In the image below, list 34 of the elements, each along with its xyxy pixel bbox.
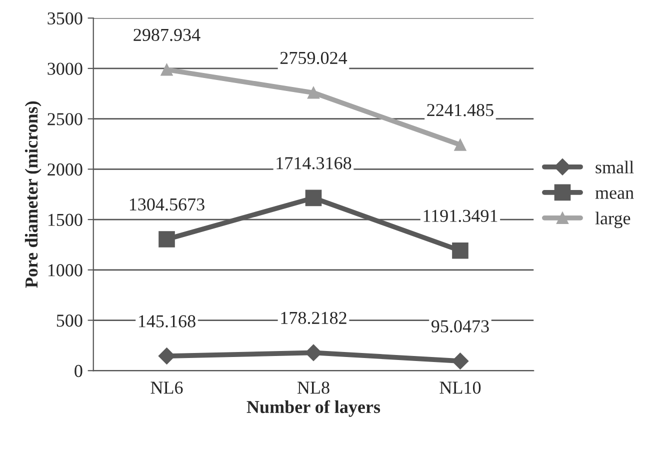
x-tick-label: NL6 — [150, 382, 183, 394]
x-tick-label: NL10 — [440, 382, 481, 394]
point — [305, 344, 322, 362]
y-tick-label: 500 — [56, 314, 82, 327]
data-label: 95.0473 — [431, 320, 489, 332]
y-tick-label: 0 — [74, 364, 82, 378]
y-tick-label: 1500 — [48, 214, 82, 226]
y-tick-label: 1000 — [48, 264, 82, 276]
point — [160, 64, 173, 76]
legend-label: large — [595, 212, 630, 228]
legend-label: mean — [595, 190, 634, 199]
data-label: 2241.485 — [427, 104, 494, 116]
point — [452, 242, 468, 259]
y-tick-label: 3000 — [48, 62, 82, 75]
y-tick-label: 2000 — [48, 163, 82, 176]
data-label: 1714.3168 — [276, 157, 352, 170]
point — [158, 348, 176, 364]
x-tick-label: NL8 — [297, 382, 330, 394]
legend-label: small — [596, 160, 634, 174]
point — [454, 138, 466, 151]
y-axis-title: Pore diameter (microns) — [24, 101, 42, 288]
point — [307, 86, 320, 99]
data-label: 2987.934 — [134, 28, 200, 42]
y-tick-label: 3500 — [48, 12, 82, 25]
y-tick-label: 2500 — [48, 113, 82, 126]
x-axis-title: Number of layers — [246, 400, 380, 417]
point — [158, 231, 175, 248]
data-label: 178.2182 — [281, 312, 346, 324]
data-label: 2759.024 — [280, 52, 348, 64]
data-label: 1304.5673 — [130, 198, 204, 211]
point — [305, 190, 322, 206]
data-label: 1191.3491 — [424, 210, 498, 222]
data-label: 145.168 — [139, 315, 196, 328]
point — [452, 352, 469, 370]
